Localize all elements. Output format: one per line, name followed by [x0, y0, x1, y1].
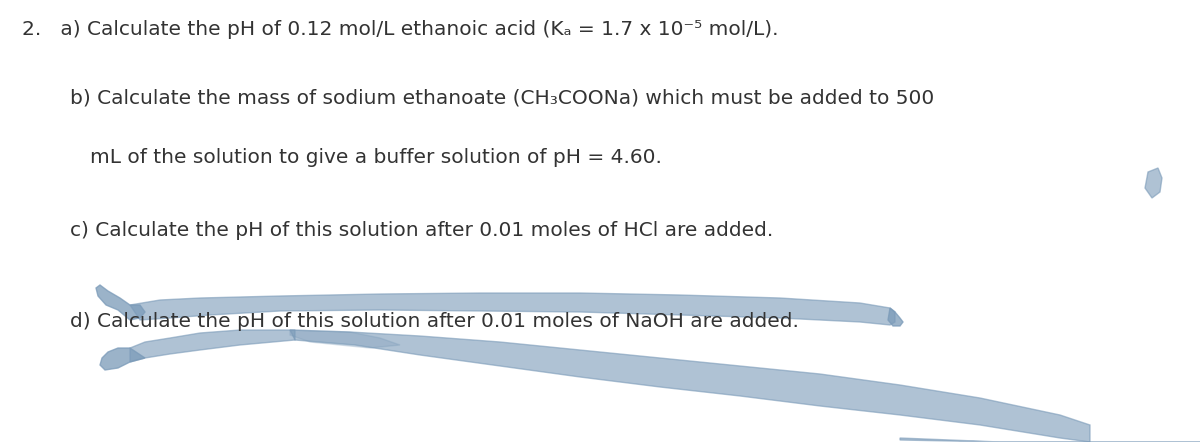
Polygon shape — [888, 308, 904, 326]
Polygon shape — [130, 330, 295, 362]
Text: d) Calculate the pH of this solution after 0.01 moles of NaOH are added.: d) Calculate the pH of this solution aft… — [70, 312, 798, 331]
Polygon shape — [290, 330, 1090, 442]
Polygon shape — [96, 285, 145, 320]
Text: 2.   a) Calculate the pH of 0.12 mol/L ethanoic acid (Kₐ = 1.7 x 10⁻⁵ mol/L).: 2. a) Calculate the pH of 0.12 mol/L eth… — [22, 20, 778, 39]
Polygon shape — [130, 293, 895, 325]
Polygon shape — [290, 330, 400, 348]
Polygon shape — [1145, 168, 1162, 198]
Polygon shape — [900, 438, 1200, 442]
Polygon shape — [100, 348, 145, 370]
Text: mL of the solution to give a buffer solution of pH = 4.60.: mL of the solution to give a buffer solu… — [90, 148, 662, 167]
Text: c) Calculate the pH of this solution after 0.01 moles of HCl are added.: c) Calculate the pH of this solution aft… — [70, 221, 773, 240]
Text: b) Calculate the mass of sodium ethanoate (CH₃COONa) which must be added to 500: b) Calculate the mass of sodium ethanoat… — [70, 88, 934, 107]
